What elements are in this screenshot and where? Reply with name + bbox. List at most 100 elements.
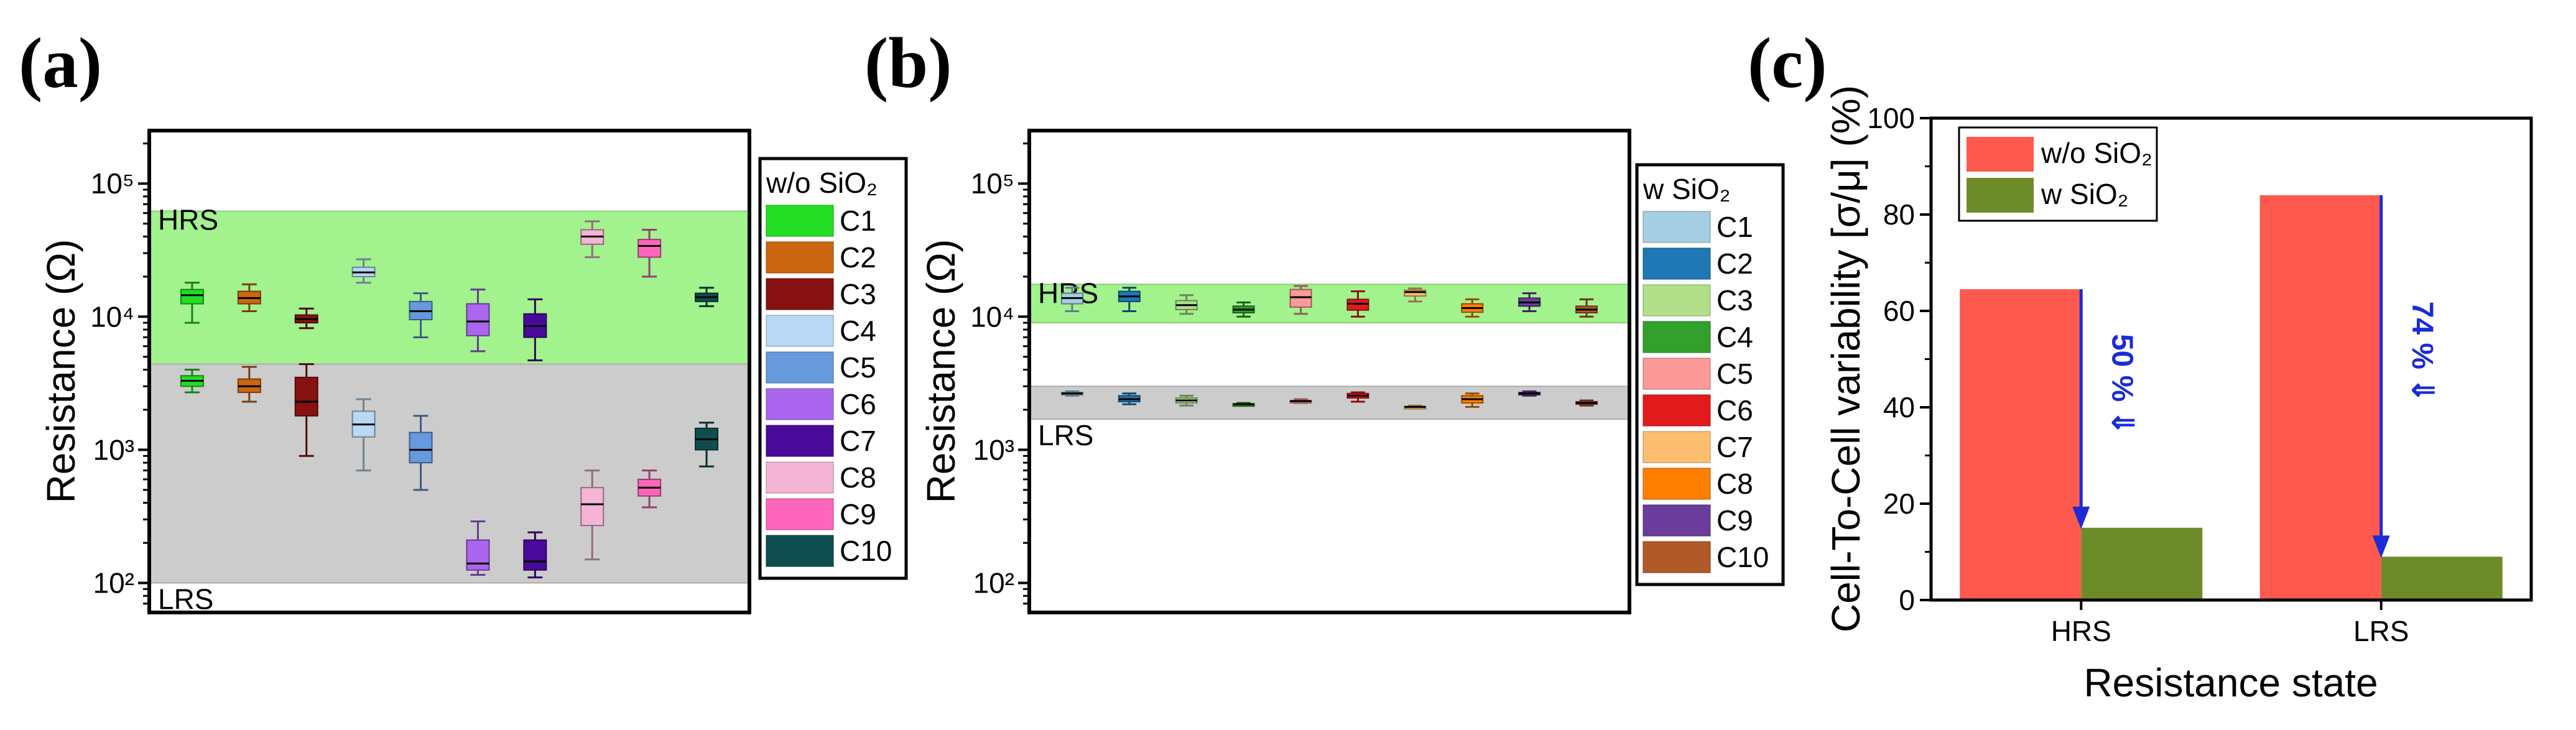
box-c10-hrs <box>1575 298 1598 318</box>
annotation-label-lrs: 74 % ⇓ <box>2406 302 2439 403</box>
y-tick-label: 10³ <box>93 433 134 466</box>
band-lrs <box>149 363 750 584</box>
legend-label-c10: C10 <box>1717 541 1769 573</box>
band-label-lrs: LRS <box>158 583 213 616</box>
box-c3-hrs <box>294 307 318 330</box>
bar-lrs-with-sio2 <box>2381 557 2503 600</box>
legend-label-c2: C2 <box>840 241 876 274</box>
box-iqr <box>580 487 605 527</box>
panel-b-boxes <box>1060 285 1598 410</box>
legend-label-with-sio2: w SiO₂ <box>2041 178 2129 210</box>
legend-swatch-c6 <box>766 388 834 420</box>
bar-hrs-without-sio2 <box>1960 289 2082 600</box>
legend-swatch-c3 <box>766 278 834 310</box>
legend-title: w/o SiO₂ <box>766 167 878 199</box>
box-c4-lrs <box>351 398 376 472</box>
box-c5-lrs <box>1289 398 1312 404</box>
box-c9-hrs <box>637 228 662 278</box>
legend-swatch-c4 <box>766 315 834 347</box>
y-tick-label: 10³ <box>973 433 1014 466</box>
band-label-hrs: HRS <box>158 204 218 236</box>
panel-c-bars <box>1960 195 2503 600</box>
legend-swatch-c7 <box>766 425 834 457</box>
box-iqr <box>1346 298 1369 311</box>
y-tick-label: 10⁴ <box>90 300 134 333</box>
box-c1-lrs <box>180 368 204 394</box>
annotation-arrow-head <box>2372 535 2390 558</box>
legend-label-c4: C4 <box>1717 321 1753 353</box>
panel-c-x-axis-label: Resistance state <box>2083 660 2378 705</box>
box-c2-lrs <box>237 366 261 403</box>
legend-label-c7: C7 <box>1717 431 1753 463</box>
box-c5-lrs <box>409 415 433 491</box>
box-c2-hrs <box>1118 287 1141 312</box>
box-iqr <box>409 432 433 464</box>
y-tick-label: 10⁵ <box>91 167 134 200</box>
legend-swatch-c9 <box>1642 504 1711 537</box>
legend-label-c4: C4 <box>840 315 876 347</box>
legend-label-c5: C5 <box>1717 358 1753 390</box>
box-c4-hrs <box>351 258 376 284</box>
legend-swatch-c1 <box>766 205 834 237</box>
legend-swatch-c8 <box>1642 468 1711 500</box>
y-tick-label: 0 <box>1899 584 1915 616</box>
legend-swatch-c1 <box>1642 211 1711 243</box>
x-tick-label-hrs: HRS <box>2051 615 2111 647</box>
box-c8-lrs <box>580 469 605 561</box>
legend-swatch-c5 <box>1642 358 1711 390</box>
box-iqr <box>1404 289 1427 297</box>
legend-swatch-c9 <box>766 498 834 530</box>
legend-label-c8: C8 <box>1717 468 1753 500</box>
box-c7-lrs <box>523 531 547 579</box>
y-tick-label: 100 <box>1867 102 1915 134</box>
legend-label-c9: C9 <box>1717 504 1753 537</box>
box-iqr <box>1289 289 1312 308</box>
legend-swatch-c4 <box>1642 321 1711 353</box>
legend-label-c7: C7 <box>840 425 876 457</box>
box-c1-lrs <box>1060 390 1083 397</box>
legend-label-c5: C5 <box>840 351 876 384</box>
panel-a-boxes <box>180 220 719 579</box>
box-iqr <box>294 376 318 417</box>
box-c5-hrs <box>1289 285 1312 315</box>
legend-swatch-with-sio2 <box>1967 178 2034 213</box>
legend-swatch-c7 <box>1642 431 1711 463</box>
legend-label-c1: C1 <box>840 205 876 237</box>
box-c6-lrs <box>466 520 490 576</box>
annotation-label-hrs: 50 % ⇓ <box>2105 334 2138 435</box>
band-label-lrs: LRS <box>1038 419 1093 451</box>
legend-label-c3: C3 <box>840 278 876 310</box>
box-c2-lrs <box>1118 392 1141 405</box>
panel-label-c: (c) <box>1748 24 1827 103</box>
box-c7-hrs <box>1404 287 1427 303</box>
box-c7-lrs <box>1404 404 1427 410</box>
y-tick-label: 80 <box>1883 198 1915 231</box>
box-c1-hrs <box>180 282 204 324</box>
box-c9-lrs <box>637 469 662 509</box>
box-c8-hrs <box>1461 298 1484 318</box>
panel-label-b: (b) <box>864 24 952 103</box>
box-c4-lrs <box>1232 402 1255 407</box>
box-c2-hrs <box>237 283 261 312</box>
box-c10-lrs <box>1575 399 1598 407</box>
panel-a-y-axis-label: Resistance (Ω) <box>39 239 83 504</box>
panel-b-y-axis-label: Resistance (Ω) <box>919 239 963 504</box>
annotation-arrow-head <box>2072 506 2090 529</box>
legend-label-c10: C10 <box>840 535 892 567</box>
box-c10-hrs <box>695 287 719 307</box>
legend-label-c9: C9 <box>840 498 876 530</box>
bar-hrs-with-sio2 <box>2081 527 2203 600</box>
box-c7-hrs <box>523 298 547 362</box>
box-iqr <box>523 539 547 571</box>
y-tick-label: 10⁵ <box>971 167 1014 200</box>
panel-c-annotations: 50 % ⇓ 74 % ⇓ <box>2072 195 2439 558</box>
band-lrs <box>1029 386 1630 420</box>
legend-title: w SiO₂ <box>1642 173 1731 205</box>
x-tick-label-lrs: LRS <box>2353 615 2409 647</box>
panel-a-legend: w/o SiO₂ C1 C2 C3 C4 C5 C6 C7 C8 C9 C10 <box>758 157 908 580</box>
box-c9-hrs <box>1518 292 1541 312</box>
box-c4-hrs <box>1232 301 1255 318</box>
panel-label-a: (a) <box>19 24 102 103</box>
